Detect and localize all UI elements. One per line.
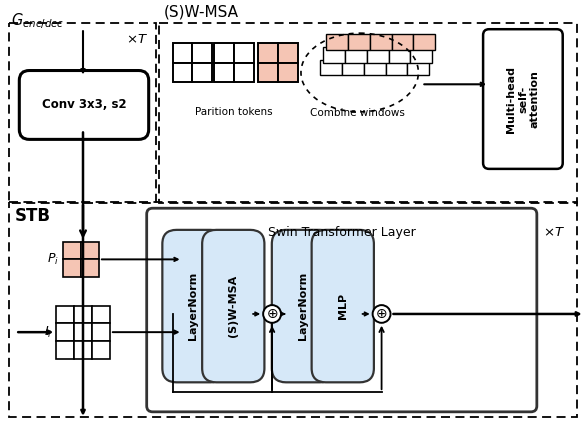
- Bar: [278, 63, 298, 82]
- Bar: [407, 60, 430, 75]
- Bar: [391, 34, 414, 50]
- Bar: [92, 323, 110, 341]
- Bar: [386, 60, 407, 75]
- Bar: [367, 47, 389, 63]
- Text: $I_i$: $I_i$: [44, 325, 52, 340]
- Bar: [258, 43, 278, 63]
- Bar: [56, 341, 74, 359]
- Circle shape: [263, 305, 281, 323]
- Text: MLP: MLP: [338, 293, 347, 319]
- Bar: [326, 34, 347, 50]
- Bar: [92, 341, 110, 359]
- Text: Multi-head
self-
attention: Multi-head self- attention: [506, 66, 540, 132]
- FancyBboxPatch shape: [19, 71, 149, 139]
- Text: Swin Transformer Layer: Swin Transformer Layer: [268, 226, 415, 239]
- Bar: [63, 259, 81, 277]
- Bar: [92, 305, 110, 323]
- Text: LayerNorm: LayerNorm: [298, 272, 308, 340]
- Bar: [234, 43, 254, 63]
- Text: $G_{enc/dec}$: $G_{enc/dec}$: [11, 11, 65, 31]
- Text: $\oplus$: $\oplus$: [376, 307, 388, 321]
- Bar: [74, 323, 92, 341]
- Text: Parition tokens: Parition tokens: [196, 107, 273, 117]
- Bar: [192, 43, 212, 63]
- Text: LayerNorm: LayerNorm: [189, 272, 199, 340]
- Bar: [74, 341, 92, 359]
- Text: $\times T$: $\times T$: [543, 226, 565, 239]
- FancyBboxPatch shape: [272, 230, 334, 382]
- Text: Combine windows: Combine windows: [310, 108, 405, 118]
- Bar: [364, 60, 386, 75]
- Bar: [389, 47, 410, 63]
- Bar: [172, 63, 192, 82]
- Bar: [214, 63, 234, 82]
- Bar: [56, 305, 74, 323]
- Bar: [74, 305, 92, 323]
- Bar: [214, 43, 234, 63]
- Bar: [234, 63, 254, 82]
- FancyBboxPatch shape: [312, 230, 374, 382]
- Bar: [81, 242, 99, 259]
- Text: $\times T$: $\times T$: [125, 33, 148, 46]
- FancyBboxPatch shape: [483, 29, 563, 169]
- Text: $\oplus$: $\oplus$: [266, 307, 278, 321]
- Bar: [278, 43, 298, 63]
- Bar: [410, 47, 432, 63]
- Text: Conv 3x3, s2: Conv 3x3, s2: [42, 98, 127, 112]
- Bar: [56, 323, 74, 341]
- Bar: [192, 63, 212, 82]
- Text: (S)W-MSA: (S)W-MSA: [229, 275, 239, 337]
- Bar: [323, 47, 345, 63]
- Bar: [81, 259, 99, 277]
- Text: (S)W-MSA: (S)W-MSA: [163, 4, 239, 19]
- Bar: [342, 60, 364, 75]
- Text: $P_i$: $P_i$: [47, 252, 59, 267]
- Bar: [172, 43, 192, 63]
- Bar: [63, 242, 81, 259]
- Bar: [347, 34, 370, 50]
- Bar: [370, 34, 391, 50]
- Bar: [159, 23, 577, 203]
- Bar: [345, 47, 367, 63]
- Bar: [9, 23, 156, 203]
- Bar: [414, 34, 435, 50]
- FancyBboxPatch shape: [162, 230, 224, 382]
- Bar: [320, 60, 342, 75]
- FancyBboxPatch shape: [202, 230, 264, 382]
- Circle shape: [373, 305, 390, 323]
- Bar: [258, 63, 278, 82]
- Text: STB: STB: [14, 207, 50, 225]
- Bar: [9, 202, 577, 417]
